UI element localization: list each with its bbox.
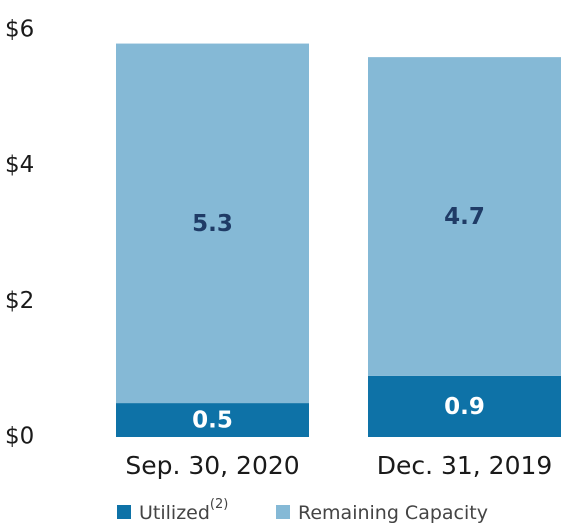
legend-swatch	[117, 505, 131, 519]
y-tick-label: $4	[5, 152, 34, 178]
bar-segment	[116, 43, 309, 404]
legend-label: Remaining Capacity	[298, 502, 488, 524]
y-tick-label: $2	[5, 288, 34, 314]
x-tick-label: Sep. 30, 2020	[125, 451, 299, 480]
legend-swatch	[276, 505, 290, 519]
legend-footnote: (2)	[210, 497, 228, 512]
data-label: 0.9	[444, 394, 485, 420]
bar-segment	[116, 403, 309, 437]
data-label: 4.7	[444, 204, 485, 230]
legend-name: Remaining Capacity	[298, 502, 488, 524]
legend-name: Utilized	[139, 502, 210, 524]
y-tick-label: $0	[5, 424, 34, 450]
data-label: 0.5	[192, 408, 233, 434]
legend-label: Utilized(2)	[139, 497, 228, 524]
bar-segment	[368, 57, 561, 376]
x-tick-label: Dec. 31, 2019	[377, 451, 553, 480]
data-label: 5.3	[192, 211, 233, 237]
y-tick-label: $6	[5, 17, 34, 43]
bar-segment	[368, 375, 561, 437]
